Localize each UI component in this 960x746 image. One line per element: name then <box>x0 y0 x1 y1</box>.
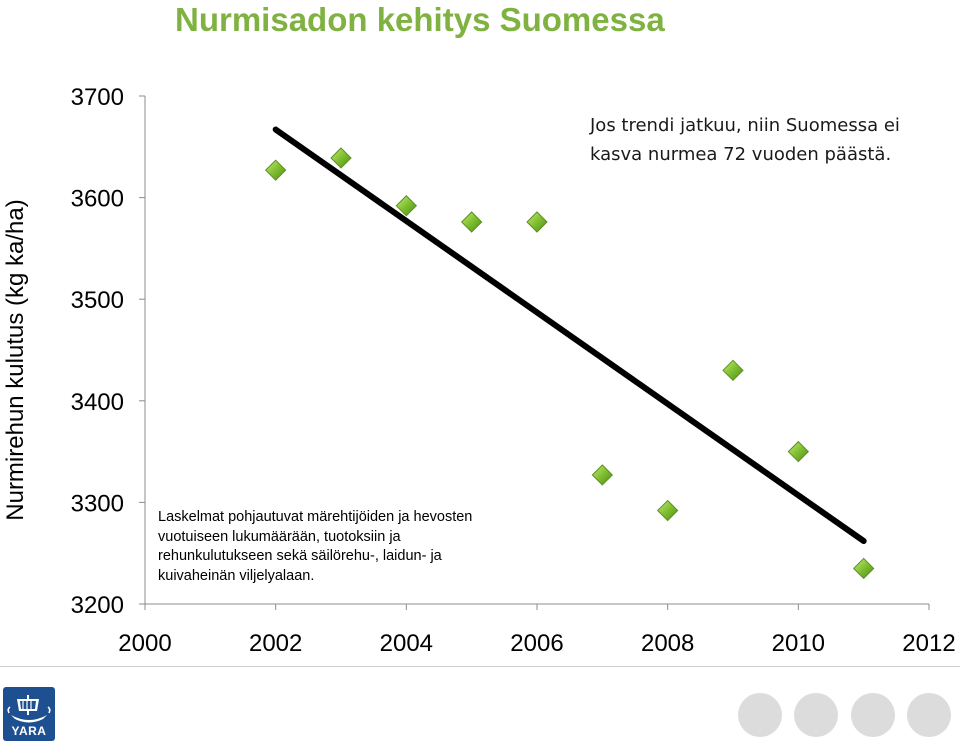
data-point-marker <box>330 147 352 169</box>
data-point-marker <box>526 211 548 233</box>
trend-annotation: Jos trendi jatkuu, niin Suomessa ei kasv… <box>590 115 900 165</box>
trend-line <box>272 126 867 545</box>
data-point-marker <box>722 359 744 382</box>
data-point-marker <box>787 440 810 463</box>
y-tick-label: 3500 <box>71 287 124 314</box>
x-tick-label: 2006 <box>510 630 563 657</box>
y-tick-label: 3300 <box>71 490 124 517</box>
decorative-dot <box>851 693 895 737</box>
methodology-note: Laskelmat pohjautuvat märehtijöiden ja h… <box>158 509 473 584</box>
decorative-dot <box>794 693 838 737</box>
y-tick-label: 3600 <box>71 186 124 213</box>
data-point-marker <box>656 499 679 522</box>
y-tick-label: 3400 <box>71 389 124 416</box>
chart-title: Nurmisadon kehitys Suomessa <box>175 1 665 38</box>
viking-ship-icon <box>7 695 51 723</box>
y-tick-label: 3200 <box>71 592 124 619</box>
footer-divider <box>0 666 960 667</box>
scatter-chart: 3200 3300 3400 3500 3600 3700 2000 2002 2004 2006… <box>71 84 956 657</box>
data-point-marker <box>395 195 418 217</box>
x-tick-label: 2004 <box>380 630 433 657</box>
yara-logo: YARA <box>3 687 55 741</box>
decorative-dot <box>738 693 782 737</box>
x-tick-label: 2008 <box>641 630 694 657</box>
x-tick-label: 2000 <box>118 630 171 657</box>
y-tick-label: 3700 <box>71 84 124 111</box>
data-point-marker <box>460 211 483 233</box>
x-tick-label: 2002 <box>249 630 302 657</box>
decorative-dot <box>907 693 951 737</box>
x-tick-label: 2010 <box>772 630 825 657</box>
logo-text: YARA <box>11 724 47 738</box>
data-point-marker <box>852 557 875 580</box>
data-point-marker <box>264 159 287 181</box>
data-point-marker <box>591 464 614 486</box>
x-tick-label: 2012 <box>902 630 955 657</box>
